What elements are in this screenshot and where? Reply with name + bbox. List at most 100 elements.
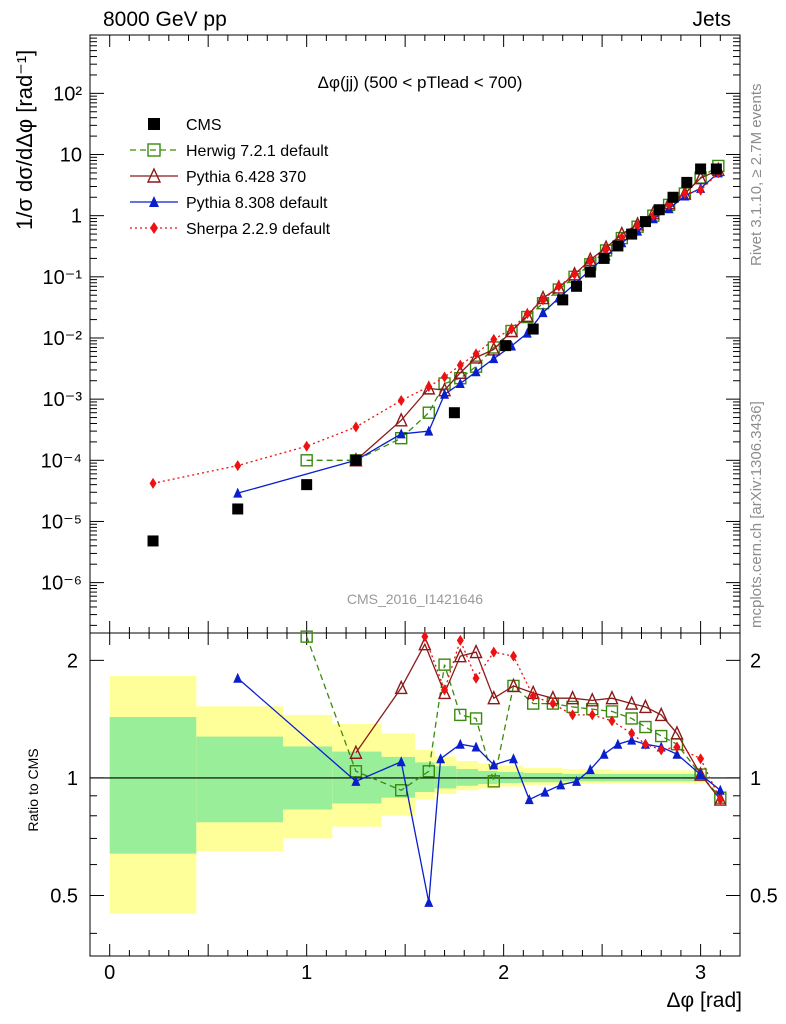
- data-point: [421, 631, 429, 643]
- data-point: [697, 184, 705, 196]
- data-point: [469, 349, 483, 364]
- data-point: [681, 188, 689, 200]
- data-point: [472, 672, 480, 684]
- data-point: [654, 706, 668, 722]
- data-point: [585, 692, 599, 707]
- series-ratio-line: [424, 636, 721, 800]
- y-axis-label: 1/σ dσ/dΔφ [rad⁻¹]: [12, 50, 37, 230]
- data-point: [539, 294, 547, 306]
- data-point: [349, 744, 363, 759]
- data-point: [540, 786, 550, 797]
- header-collision-label: 8000 GeV pp: [103, 8, 227, 31]
- x-axis-label: Δφ [rad]: [667, 989, 743, 1012]
- data-point: [232, 503, 244, 515]
- data-point: [571, 268, 579, 280]
- y-tick-label: 10⁻⁶: [41, 573, 82, 595]
- legend-label: Pythia 6.428 370: [186, 169, 306, 186]
- data-point: [565, 690, 580, 705]
- x-tick-label: 1: [301, 962, 312, 984]
- data-point: [456, 359, 464, 371]
- legend-label: Sherpa 2.2.9 default: [186, 221, 331, 238]
- data-point: [300, 454, 313, 467]
- data-point: [148, 118, 160, 130]
- data-point: [697, 753, 705, 765]
- data-point: [300, 630, 313, 643]
- series-line: [152, 172, 719, 484]
- data-point: [489, 759, 499, 770]
- data-point: [571, 280, 583, 292]
- data-point: [234, 460, 242, 472]
- data-point: [146, 167, 162, 183]
- data-point: [618, 231, 626, 243]
- data-point: [672, 748, 682, 759]
- data-point: [490, 333, 498, 345]
- ratio-tick-label: 1: [67, 768, 78, 790]
- data-point: [586, 255, 594, 267]
- data-point: [529, 690, 537, 702]
- y-tick-label: 10⁻¹: [43, 267, 83, 289]
- series-line: [306, 165, 719, 461]
- data-point: [522, 327, 532, 338]
- data-point: [625, 712, 638, 725]
- data-point: [456, 634, 464, 646]
- y-tick-label: 10⁻⁴: [41, 450, 82, 472]
- data-point: [303, 440, 311, 452]
- data-point: [396, 756, 406, 767]
- data-point: [585, 764, 595, 775]
- main-plot-frame: 10⁻⁶ 10⁻⁵ 10⁻⁴ 10⁻³ 10⁻² 10⁻¹ 1 10 10²: [41, 34, 741, 956]
- data-point: [422, 765, 435, 778]
- data-point: [454, 708, 467, 722]
- legend-entry: Pythia 8.308 default: [130, 195, 328, 212]
- data-point: [673, 741, 681, 753]
- data-point: [598, 252, 610, 264]
- data-point: [149, 196, 159, 207]
- data-point: [396, 428, 406, 439]
- y-tick-label: 10²: [53, 83, 82, 105]
- data-point: [508, 323, 516, 335]
- data-point: [487, 690, 501, 705]
- data-point: [555, 280, 563, 292]
- y-tick-label: 10⁻²: [43, 328, 83, 350]
- data-point: [233, 487, 243, 498]
- data-point: [716, 794, 724, 806]
- data-point: [471, 741, 481, 752]
- data-point: [520, 307, 534, 323]
- data-point: [424, 425, 434, 436]
- data-point: [472, 348, 480, 360]
- ratio-tick-label: 2: [67, 650, 78, 672]
- data-point: [524, 794, 534, 805]
- y-tick-label: 1: [71, 206, 82, 228]
- ratio-tick-label: 2: [750, 650, 761, 672]
- x-tick-label: 0: [104, 962, 115, 984]
- data-point: [455, 738, 465, 749]
- data-point: [490, 646, 498, 658]
- data-point: [670, 725, 684, 740]
- data-point: [147, 143, 161, 157]
- legend-entry: Pythia 6.428 370: [130, 167, 306, 186]
- data-point: [599, 748, 609, 759]
- y-tick-label: 10⁻³: [43, 389, 83, 411]
- data-point: [657, 744, 665, 756]
- data-point: [569, 709, 577, 721]
- data-point: [557, 294, 569, 306]
- data-point: [438, 658, 451, 671]
- data-point: [625, 695, 639, 710]
- data-point: [233, 672, 243, 683]
- data-point: [150, 222, 158, 234]
- ratio-plot-border: [89, 632, 741, 957]
- data-point: [627, 734, 637, 745]
- data-point: [715, 784, 725, 795]
- data-point: [394, 679, 408, 695]
- ratio-plot-frame: 0 1 2 3 0.5 0.5 1 1 2 2: [50, 632, 778, 984]
- data-point: [710, 163, 722, 175]
- data-point: [301, 479, 313, 491]
- data-point: [149, 477, 157, 489]
- data-point: [509, 650, 517, 662]
- data-point: [441, 371, 449, 383]
- ratio-band-green: [109, 717, 197, 854]
- data-point: [641, 738, 649, 750]
- data-point: [469, 643, 483, 659]
- data-point: [500, 340, 512, 352]
- data-point: [556, 779, 566, 790]
- data-point: [440, 388, 450, 399]
